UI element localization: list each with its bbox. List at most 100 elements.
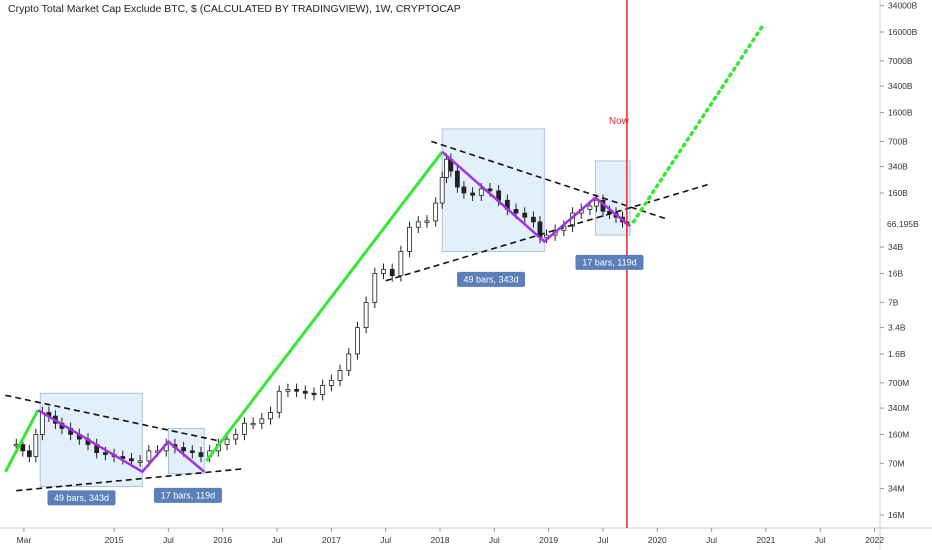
x-tick-label: 2016 (213, 535, 232, 545)
candle-body (513, 209, 519, 214)
x-tick-label: Jul (163, 535, 174, 545)
measure-box-1 (39, 392, 143, 487)
correction-leg-2 (441, 150, 631, 244)
y-tick-label: 340B (888, 162, 908, 172)
y-tick-label: 1600B (888, 108, 913, 118)
x-tick-label: Jul (489, 535, 500, 545)
y-tick-label: 3400B (888, 81, 913, 91)
candle-body (389, 268, 395, 277)
y-tick-label: 160B (888, 188, 908, 198)
trendline-4 (431, 140, 669, 221)
measure-label-bg (457, 271, 526, 287)
trendline-2 (16, 467, 245, 492)
candle-body (415, 221, 421, 228)
x-tick-label: 2021 (756, 535, 775, 545)
x-tick-label: Jul (598, 535, 609, 545)
candle-body (398, 251, 404, 277)
candle-body (242, 422, 247, 435)
x-tick-label: 2017 (322, 535, 341, 545)
x-tick-label: Mar (17, 535, 32, 545)
y-tick-label: 34B (888, 242, 903, 252)
candle-body (311, 392, 317, 396)
candle-body (302, 390, 308, 394)
y-tick-label: 700B (888, 136, 908, 146)
candle-body (268, 412, 273, 420)
candle-body (137, 460, 143, 463)
x-tick-label: 2019 (539, 535, 558, 545)
candle-body (259, 418, 265, 424)
y-tick-label: 16M (888, 510, 905, 520)
candle-body (381, 268, 386, 274)
y-tick-label: 1.6B (888, 349, 906, 359)
candle-body (20, 444, 26, 452)
candle-body (407, 226, 412, 252)
candle-body (424, 220, 430, 223)
x-tick-label: 2015 (105, 535, 124, 545)
measure-label: 49 bars, 343d (54, 493, 109, 503)
y-tick-label: 3.4B (888, 323, 906, 333)
candle-body (544, 234, 549, 238)
y-tick-label: 34000B (888, 1, 918, 11)
candle-body (355, 327, 360, 355)
measure-label: 49 bars, 343d (464, 274, 519, 284)
candle-body (372, 273, 378, 303)
measure-label-bg (153, 487, 222, 503)
chart-title: Crypto Total Market Cap Exclude BTC, $ (… (8, 3, 461, 15)
y-tick-label: 34M (888, 484, 905, 494)
candle-body (294, 389, 299, 392)
candle-body (189, 450, 195, 454)
candle-body (363, 301, 369, 328)
candle-body (478, 188, 484, 196)
candle-body (224, 438, 230, 445)
candle-body (320, 385, 326, 395)
candle-body (181, 447, 187, 452)
x-tick-label: Jul (706, 535, 717, 545)
x-tick-label: 2018 (431, 535, 450, 545)
measure-label-bg (47, 490, 116, 506)
y-tick-label: 70M (888, 458, 905, 468)
candle-body (129, 458, 134, 462)
trendline-1 (5, 394, 223, 443)
y-tick-label: 7000B (888, 56, 913, 66)
candle-body (39, 412, 45, 435)
measure-label: 17 bars, 119d (161, 490, 215, 500)
measure-label-bg (575, 254, 644, 270)
candle-body (454, 170, 460, 188)
x-tick-label: Jul (272, 535, 283, 545)
candle-body (531, 216, 536, 223)
candle-body (337, 369, 343, 381)
projection-line (631, 22, 766, 224)
y-tick-label: 16000B (888, 27, 918, 37)
x-tick-label: 2022 (865, 535, 884, 545)
impulse-leg-2 (205, 150, 444, 462)
y-tick-label: 160M (888, 429, 909, 439)
measure-label: 17 bars, 119d (582, 257, 636, 267)
x-tick-label: Jul (815, 535, 826, 545)
x-tick-label: 2020 (648, 535, 667, 545)
candle-body (102, 452, 108, 455)
y-tick-label: 7B (888, 297, 899, 307)
y-tick-label: 700M (888, 378, 909, 388)
candle-body (522, 212, 528, 218)
candle-body (433, 202, 439, 222)
candle-body (594, 199, 599, 207)
candle-body (587, 205, 593, 210)
candle-body (487, 188, 493, 192)
x-tick-label: Jul (380, 535, 391, 545)
candle-body (285, 389, 291, 392)
candle-body (26, 450, 32, 457)
candle-body (470, 192, 475, 196)
candle-body (146, 450, 152, 462)
trendline-3 (385, 182, 712, 282)
candle-body (250, 422, 256, 426)
candle-body (444, 158, 449, 178)
impulse-leg-1 (4, 409, 40, 473)
y-tick-label: 340M (888, 403, 909, 413)
candle-body (33, 434, 39, 457)
candle-body (276, 390, 282, 413)
candle-body (233, 434, 239, 440)
y-tick-label: 16B (888, 268, 903, 278)
now-label: Now (609, 116, 630, 127)
candle-body (346, 353, 352, 371)
